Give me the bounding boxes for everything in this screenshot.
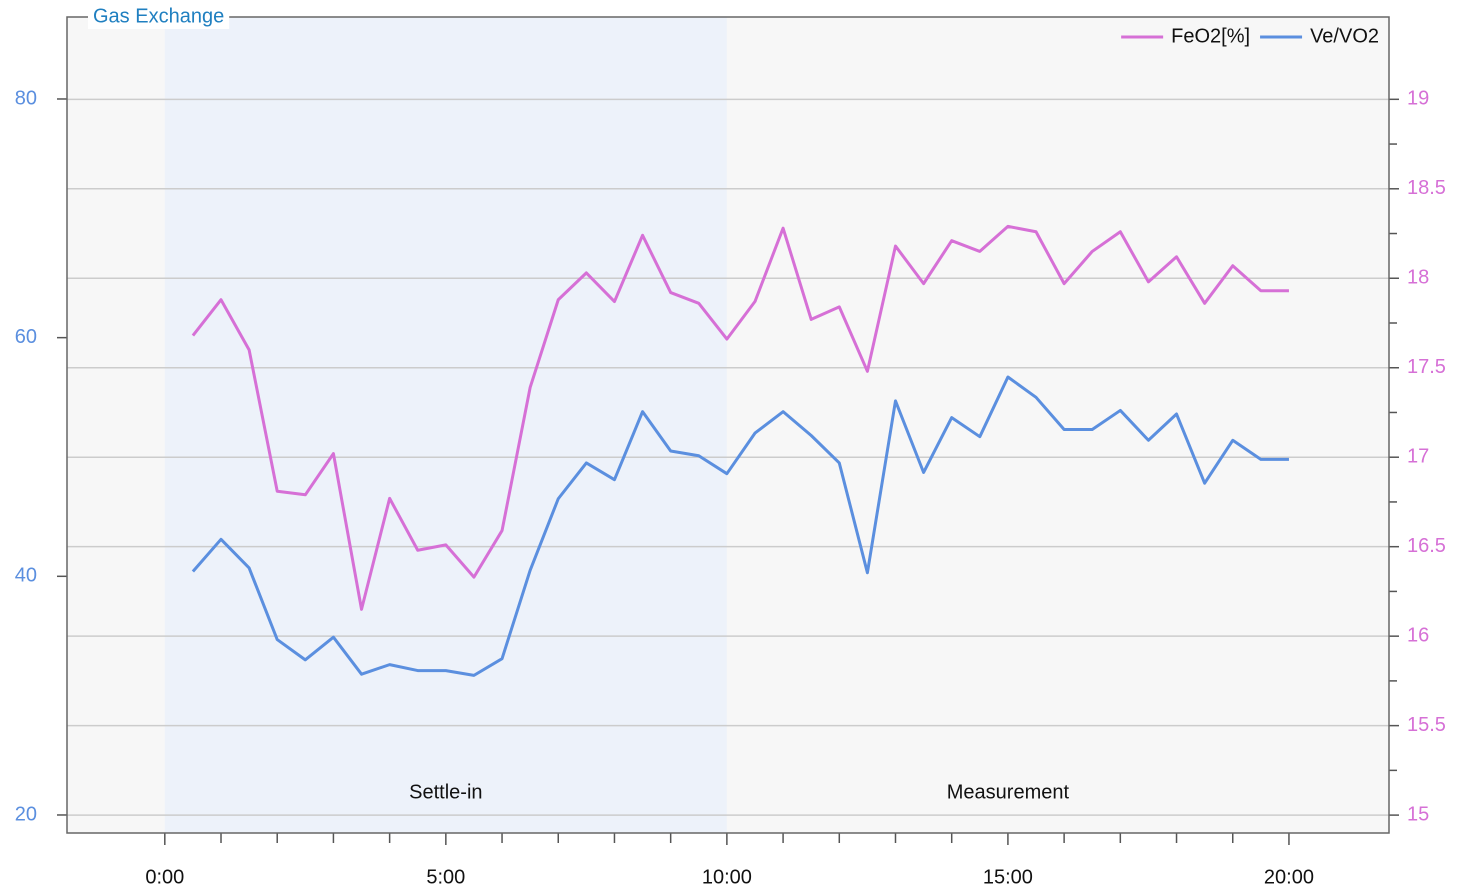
legend-label: Ve/VO2 [1310, 25, 1379, 47]
series-line [191, 375, 1289, 677]
y-tick-label: 20 [15, 803, 37, 825]
region [164, 17, 727, 833]
x-tick-label: 20:00 [1264, 866, 1314, 888]
y2-tick-label: 17 [1407, 445, 1429, 467]
legend-label: FeO2[%] [1171, 25, 1250, 47]
plot-frame [66, 16, 1390, 834]
y-tick-label: 80 [15, 87, 37, 109]
y2-tick-label: 15.5 [1407, 714, 1446, 736]
y2-tick-label: 16.5 [1407, 535, 1446, 557]
title-background [88, 5, 230, 29]
series-line [191, 224, 1289, 611]
y-tick-label: 60 [15, 326, 37, 348]
y2-tick-label: 18.5 [1407, 177, 1446, 199]
y2-tick-label: 17.5 [1407, 356, 1446, 378]
x-tick-label: 10:00 [702, 866, 752, 888]
y-tick-label: 40 [15, 565, 37, 587]
y2-tick-label: 19 [1407, 88, 1429, 110]
y2-tick-label: 15 [1407, 803, 1429, 825]
chart-title: Gas Exchange [93, 5, 224, 27]
region-label: Settle-in [409, 781, 482, 803]
region-label: Measurement [947, 781, 1070, 803]
x-tick-label: 0:00 [145, 866, 184, 888]
x-tick-label: 15:00 [983, 866, 1033, 888]
y2-tick-label: 18 [1407, 267, 1429, 289]
region [726, 17, 1289, 833]
x-tick-label: 5:00 [426, 866, 465, 888]
y2-tick-label: 16 [1407, 624, 1429, 646]
